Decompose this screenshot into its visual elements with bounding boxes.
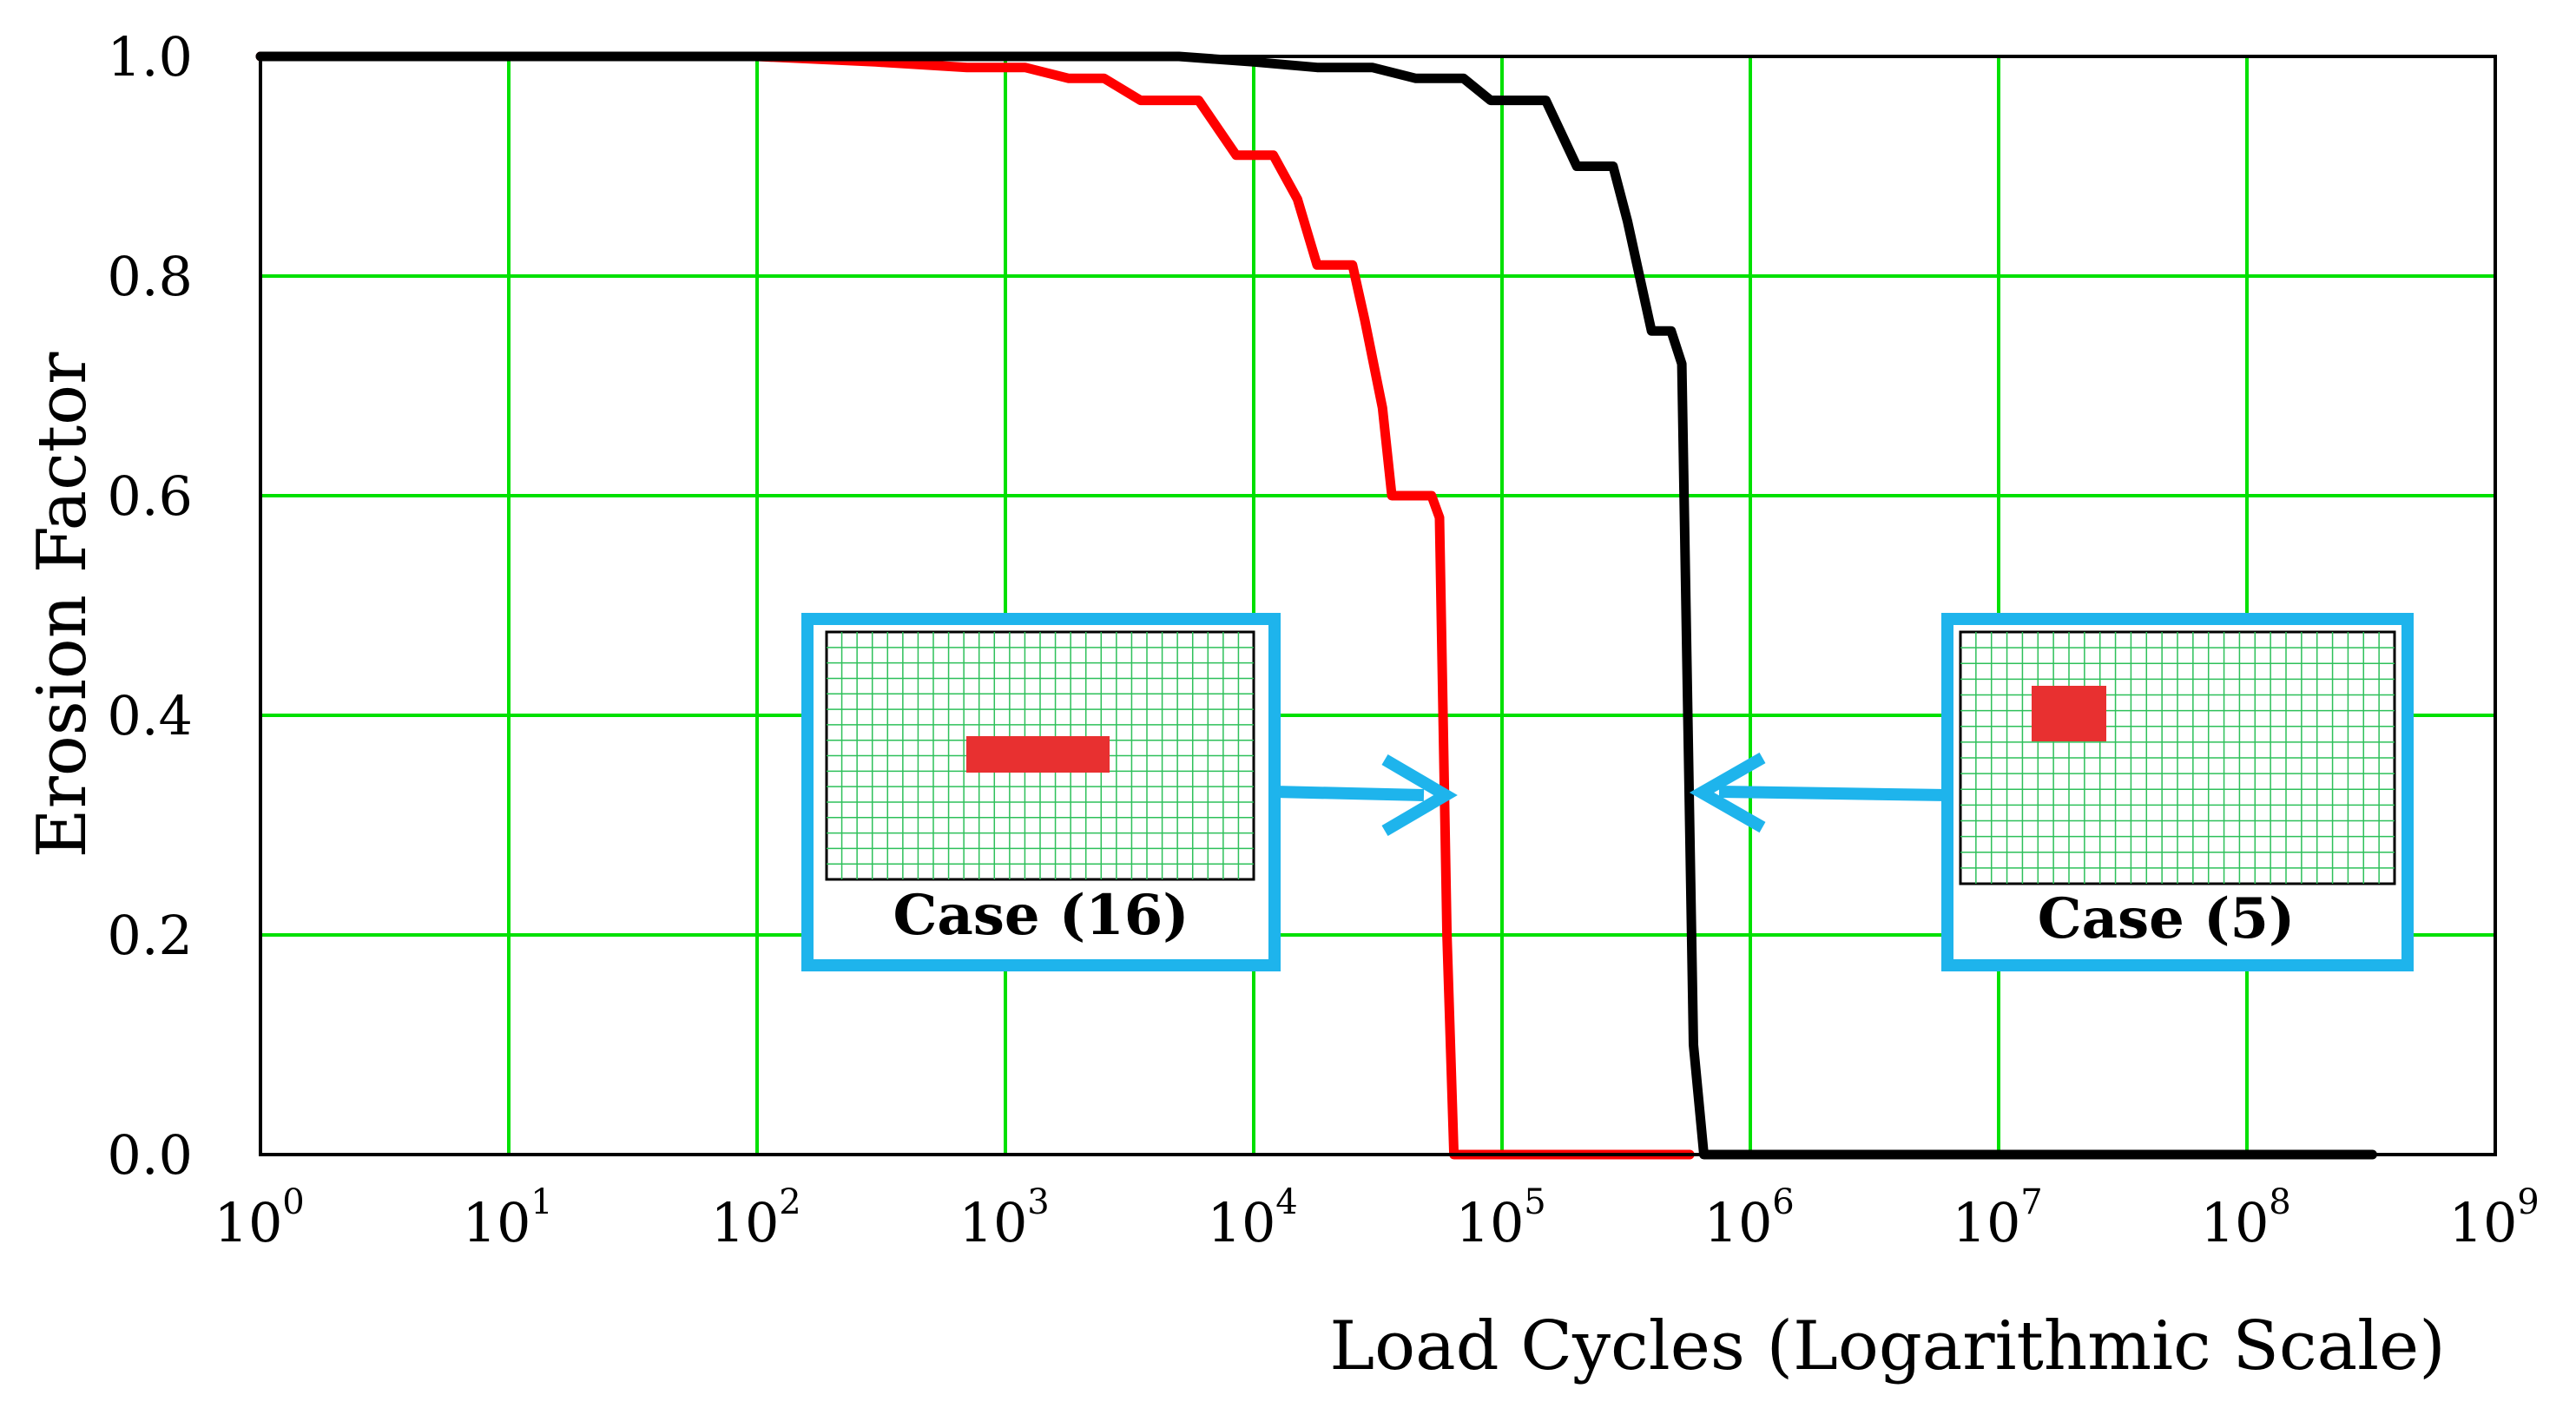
x-tick-label: 10 1 <box>463 1182 553 1254</box>
series-line-0 <box>255 51 1695 1160</box>
y-axis-title: Erosion Factor <box>23 352 102 858</box>
x-tick-label: 10 4 <box>1208 1182 1298 1254</box>
x-tick-base: 10 <box>463 1191 531 1254</box>
mesh-grid-case-5 <box>1960 632 2395 884</box>
x-tick-labels: 10 0 10 1 10 2 10 3 10 4 10 5 10 6 10 7 10 8 10 9 <box>214 1182 2540 1254</box>
x-tick-base: 10 <box>214 1191 283 1254</box>
damage-patch-case-5 <box>2032 686 2106 741</box>
x-tick-label: 10 8 <box>2201 1182 2291 1254</box>
y-tick-label: 0.6 <box>107 464 193 528</box>
x-tick-exponent: 0 <box>282 1182 304 1222</box>
x-tick-label: 10 3 <box>959 1182 1050 1254</box>
y-tick-labels: 0.0 0.2 0.4 0.6 0.8 1.0 <box>107 25 193 1187</box>
x-tick-base: 10 <box>711 1191 780 1254</box>
plot-area <box>259 55 2497 1156</box>
arrow-head-case-16 <box>1381 754 1458 837</box>
x-axis-title: Load Cycles (Logarithmic Scale) <box>1329 1307 2445 1385</box>
damage-patch-case-16 <box>966 736 1110 773</box>
x-tick-base: 10 <box>1953 1191 2021 1254</box>
y-tick-label: 0.4 <box>107 684 193 747</box>
x-tick-exponent: 8 <box>2269 1182 2290 1222</box>
annotation-case-16: Case (16) <box>801 613 1458 971</box>
case-label-5: Case (5) <box>2038 886 2296 951</box>
x-tick-exponent: 6 <box>1772 1182 1794 1222</box>
x-tick-exponent: 3 <box>1027 1182 1049 1222</box>
mesh-grid-case-16 <box>827 632 1254 879</box>
arrow-shaft-case-16 <box>1274 786 1425 801</box>
x-tick-exponent: 2 <box>779 1182 800 1222</box>
x-tick-label: 10 5 <box>1456 1182 1546 1254</box>
x-tick-base: 10 <box>1704 1191 1773 1254</box>
arrow-head-case-5 <box>1689 752 1766 833</box>
x-tick-exponent: 4 <box>1275 1182 1297 1222</box>
y-tick-label: 1.0 <box>107 25 193 89</box>
x-tick-label: 10 6 <box>1704 1182 1795 1254</box>
arrow-shaft-case-5 <box>1718 786 1948 801</box>
x-tick-label: 10 2 <box>711 1182 801 1254</box>
x-tick-base: 10 <box>2201 1191 2270 1254</box>
x-tick-exponent: 5 <box>1524 1182 1545 1222</box>
x-tick-label: 10 0 <box>214 1182 305 1254</box>
y-tick-label: 0.0 <box>107 1123 193 1187</box>
case-label-16: Case (16) <box>893 883 1189 948</box>
annotation-case-5: Case (5) <box>1689 613 2414 971</box>
x-tick-base: 10 <box>2449 1191 2518 1254</box>
x-tick-base: 10 <box>959 1191 1028 1254</box>
x-tick-label: 10 7 <box>1953 1182 2043 1254</box>
x-tick-base: 10 <box>1456 1191 1525 1254</box>
x-tick-exponent: 9 <box>2517 1182 2539 1222</box>
x-tick-exponent: 7 <box>2020 1182 2042 1222</box>
y-tick-label: 0.8 <box>107 245 193 308</box>
x-tick-label: 10 9 <box>2449 1182 2540 1254</box>
x-tick-base: 10 <box>1208 1191 1276 1254</box>
y-tick-label: 0.2 <box>107 904 193 967</box>
x-tick-exponent: 1 <box>530 1182 552 1222</box>
plot-frame <box>259 55 2497 1156</box>
